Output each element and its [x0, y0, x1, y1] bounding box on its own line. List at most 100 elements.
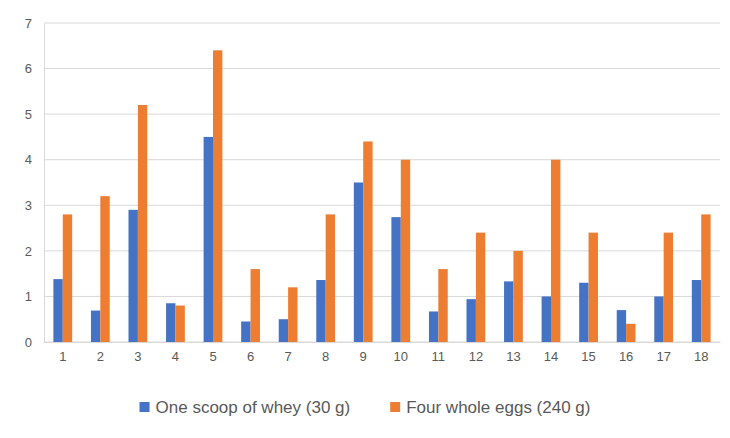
x-tick-label: 14	[544, 349, 558, 364]
x-tick: 7	[284, 342, 291, 364]
y-tick: 7	[25, 16, 44, 31]
legend-label: Four whole eggs (240 g)	[406, 398, 590, 417]
y-tick: 2	[25, 244, 44, 259]
x-tick-label: 8	[322, 349, 329, 364]
bar	[166, 303, 175, 342]
bar	[551, 160, 560, 342]
y-tick-label: 5	[25, 107, 32, 122]
x-tick-label: 17	[656, 349, 670, 364]
x-tick: 5	[209, 342, 216, 364]
bar	[391, 217, 400, 342]
x-tick: 17	[656, 342, 670, 364]
x-tick: 3	[134, 342, 141, 364]
legend-item: One scoop of whey (30 g)	[140, 398, 351, 417]
x-tick-label: 4	[172, 349, 179, 364]
y-tick-label: 3	[25, 198, 32, 213]
bar	[363, 141, 372, 342]
bar	[288, 287, 297, 342]
bar	[664, 233, 673, 342]
bars	[53, 50, 710, 342]
grid	[44, 23, 720, 342]
bar	[513, 251, 522, 342]
x-tick-label: 1	[59, 349, 66, 364]
grid-line	[44, 23, 720, 24]
y-tick-label: 7	[25, 16, 32, 31]
x-tick: 16	[619, 342, 633, 364]
bar	[316, 280, 325, 342]
legend: One scoop of whey (30 g) Four whole eggs …	[140, 398, 591, 417]
x-tick-label: 12	[469, 349, 483, 364]
bar	[654, 296, 663, 342]
y-tick-label: 2	[25, 244, 32, 259]
bar	[175, 306, 184, 342]
x-axis: 123456789101112131415161718	[45, 342, 721, 364]
bar	[204, 137, 213, 342]
y-tick-label: 1	[25, 289, 32, 304]
x-tick-label: 9	[360, 349, 367, 364]
bar	[354, 183, 363, 343]
y-tick: 6	[25, 61, 44, 76]
bar	[213, 50, 222, 342]
x-tick-label: 18	[694, 349, 708, 364]
bar	[589, 233, 598, 342]
x-axis-line	[45, 342, 721, 343]
legend-item: Four whole eggs (240 g)	[390, 398, 590, 417]
x-tick: 11	[432, 342, 446, 364]
x-tick-label: 10	[394, 349, 408, 364]
bar	[129, 210, 138, 342]
bar	[476, 233, 485, 342]
x-tick: 4	[172, 342, 179, 364]
x-tick: 12	[469, 342, 483, 364]
series	[53, 137, 701, 342]
x-tick-label: 15	[581, 349, 595, 364]
bar	[617, 310, 626, 342]
x-tick-label: 11	[432, 349, 446, 364]
y-tick-label: 4	[25, 152, 32, 167]
bar	[251, 269, 260, 342]
x-tick-label: 3	[134, 349, 141, 364]
x-tick: 18	[694, 342, 708, 364]
x-tick: 8	[322, 342, 329, 364]
x-tick-label: 6	[247, 349, 254, 364]
bar	[701, 214, 710, 342]
legend-label: One scoop of whey (30 g)	[156, 398, 351, 417]
y-axis: 0 1 2 3 4 5 6 7	[25, 16, 45, 350]
x-tick: 14	[544, 342, 558, 364]
y-tick-label: 6	[25, 61, 32, 76]
x-tick-label: 5	[209, 349, 216, 364]
legend-swatch	[140, 402, 150, 412]
y-tick: 1	[25, 289, 44, 304]
x-tick: 6	[247, 342, 254, 364]
y-tick-label: 0	[25, 335, 32, 350]
bar	[626, 324, 635, 342]
bar	[138, 105, 147, 342]
x-tick: 9	[360, 342, 367, 364]
bar	[279, 319, 288, 342]
bar	[326, 214, 335, 342]
y-tick: 0	[25, 335, 44, 350]
y-tick: 3	[25, 198, 44, 213]
bar	[692, 280, 701, 342]
bar	[504, 281, 513, 342]
bar	[100, 196, 109, 342]
plot: 01234567123456789101112131415161718	[25, 16, 721, 365]
bar	[542, 296, 551, 342]
x-tick-label: 13	[506, 349, 520, 364]
chart: 01234567123456789101112131415161718One s…	[0, 0, 730, 438]
bar	[91, 311, 100, 342]
bar	[579, 283, 588, 342]
x-tick: 15	[581, 342, 595, 364]
legend-swatch	[390, 402, 400, 412]
x-tick: 1	[59, 342, 66, 364]
bar	[53, 279, 62, 342]
bar	[63, 214, 72, 342]
bar	[401, 160, 410, 342]
y-tick: 5	[25, 107, 44, 122]
bar	[438, 269, 447, 342]
bar	[467, 299, 476, 342]
x-tick-label: 2	[97, 349, 104, 364]
series	[63, 50, 711, 342]
bar	[429, 311, 438, 342]
x-tick-label: 7	[284, 349, 291, 364]
grid-line	[44, 68, 720, 69]
